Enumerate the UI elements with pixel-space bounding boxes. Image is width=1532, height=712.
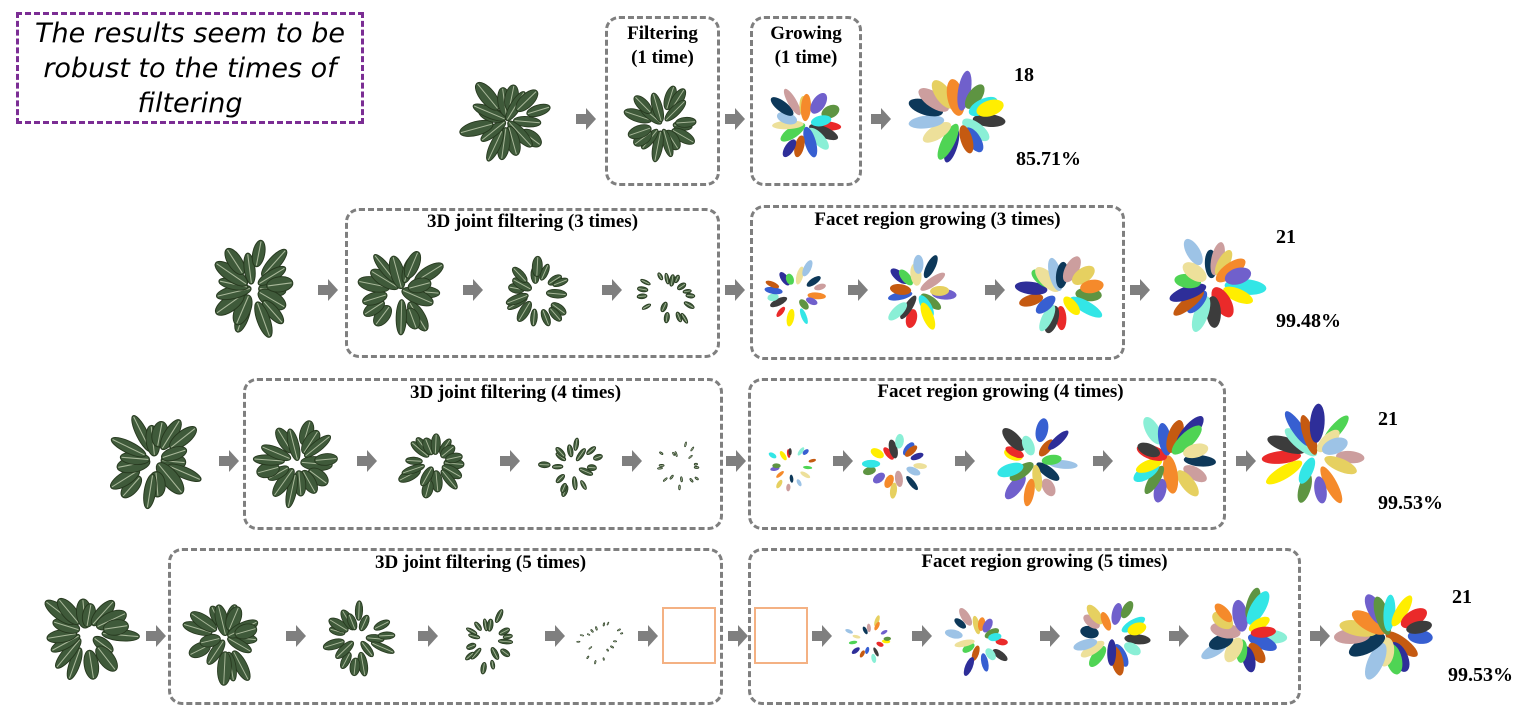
grown-plant-row3-pass3 (997, 418, 1078, 507)
input-plant-row3 (110, 415, 202, 510)
growing-box-row4 (748, 548, 1301, 705)
input-plant-row1 (459, 81, 551, 162)
flow-arrow (602, 279, 622, 301)
flow-arrow (146, 625, 166, 647)
result-plant-row1 (908, 70, 1006, 163)
flow-arrow (725, 279, 745, 301)
robustness-note: The results seem to be robust to the tim… (16, 12, 364, 124)
flow-arrow (500, 450, 520, 472)
filtering-title-line1: Filtering (627, 23, 698, 44)
filtered-plant-row1 (623, 85, 697, 163)
flow-arrow (726, 450, 746, 472)
flow-arrow (833, 450, 853, 472)
grown-plant-row4-pass2 (944, 607, 1008, 676)
flow-arrow (725, 108, 745, 130)
grown-plant-row3-pass2 (861, 433, 927, 499)
filtering-title-line2: (1 time) (631, 47, 694, 68)
empty-filter-result (662, 607, 716, 664)
grown-plant-row1 (770, 88, 842, 158)
flow-arrow (418, 625, 438, 647)
growing-box-row3 (748, 378, 1226, 530)
flow-arrow (463, 279, 483, 301)
flow-arrow (576, 108, 596, 130)
filtering-title-row3: 3D joint filtering (4 times) (409, 382, 622, 403)
filtered-plant-row3-pass4 (657, 441, 700, 491)
filtering-title-row1: Filtering (1 time) (605, 22, 720, 70)
filtering-box-row3 (243, 378, 723, 530)
result-plant-row2 (1169, 238, 1267, 332)
filtering-box-row4 (168, 548, 723, 705)
growing-title-line2: (1 time) (774, 47, 838, 68)
flow-arrow (1040, 625, 1060, 647)
filtered-plant-row2-pass1 (357, 251, 444, 336)
flow-arrow (1236, 450, 1256, 472)
accuracy-row3: 99.53% (1378, 492, 1443, 514)
grown-plant-row4-pass4 (1201, 587, 1288, 673)
flow-arrow (1130, 279, 1150, 301)
empty-growing-seed (754, 607, 808, 664)
result-plant-row3 (1261, 403, 1365, 504)
flow-arrow (357, 450, 377, 472)
accuracy-row1: 85.71% (1016, 148, 1081, 170)
filtering-box-row2 (345, 208, 720, 358)
leaf-count-row3: 21 (1378, 408, 1398, 430)
accuracy-row4: 99.53% (1448, 664, 1513, 686)
leaf-count-row2: 21 (1276, 226, 1296, 248)
flow-arrow (219, 450, 239, 472)
growing-title-row4: Facet region growing (5 times) (921, 551, 1168, 572)
flow-arrow (286, 625, 306, 647)
grown-plant-row2-pass2 (888, 254, 957, 330)
flow-arrow (1310, 625, 1330, 647)
filtered-plant-row2-pass2 (505, 255, 569, 327)
filtering-title-row2: 3D joint filtering (3 times) (426, 211, 639, 232)
input-plant-row2 (214, 239, 294, 338)
grown-plant-row3-pass1 (768, 447, 817, 492)
growing-box-row2 (750, 205, 1125, 360)
filtered-plant-row2-pass3 (636, 272, 696, 324)
filtered-plant-row3-pass2 (398, 433, 465, 499)
flow-arrow (728, 625, 748, 647)
leaf-count-row1: 18 (1014, 64, 1034, 86)
flow-arrow (622, 450, 642, 472)
growing-box-row1 (750, 16, 862, 186)
filtered-plant-row3-pass1 (252, 420, 338, 509)
filtered-plant-row4-pass4 (576, 621, 624, 665)
flow-arrow (1093, 450, 1113, 472)
growing-title-row3: Facet region growing (4 times) (877, 381, 1124, 402)
input-plant-row4 (44, 597, 140, 680)
filtering-title-row4: 3D joint filtering (5 times) (374, 552, 587, 573)
flow-arrow (545, 625, 565, 647)
flow-arrow (848, 279, 868, 301)
flow-arrow (638, 625, 658, 647)
growing-title-line1: Growing (770, 23, 842, 44)
filtered-plant-row4-pass1 (182, 604, 259, 686)
grown-plant-row2-pass1 (764, 260, 826, 327)
filtered-plant-row4-pass3 (465, 609, 514, 675)
filtering-box-row1 (605, 16, 720, 186)
filtered-plant-row3-pass3 (538, 437, 603, 497)
flow-arrow (1169, 625, 1189, 647)
accuracy-row2: 99.48% (1276, 310, 1341, 332)
flow-arrow (812, 625, 832, 647)
flow-arrow (985, 279, 1005, 301)
grown-plant-row4-pass1 (845, 615, 892, 663)
filtered-plant-row4-pass2 (322, 600, 396, 677)
result-plant-row4 (1333, 594, 1433, 680)
grown-plant-row4-pass3 (1073, 601, 1151, 676)
growing-title-row2: Facet region growing (3 times) (814, 209, 1061, 230)
flow-arrow (318, 279, 338, 301)
leaf-count-row4: 21 (1452, 586, 1472, 608)
grown-plant-row3-pass4 (1133, 416, 1216, 503)
flow-arrow (955, 450, 975, 472)
flow-arrow (871, 108, 891, 130)
grown-plant-row2-pass3 (1014, 256, 1104, 334)
growing-title-row1: Growing (1 time) (750, 22, 862, 70)
flow-arrow (912, 625, 932, 647)
